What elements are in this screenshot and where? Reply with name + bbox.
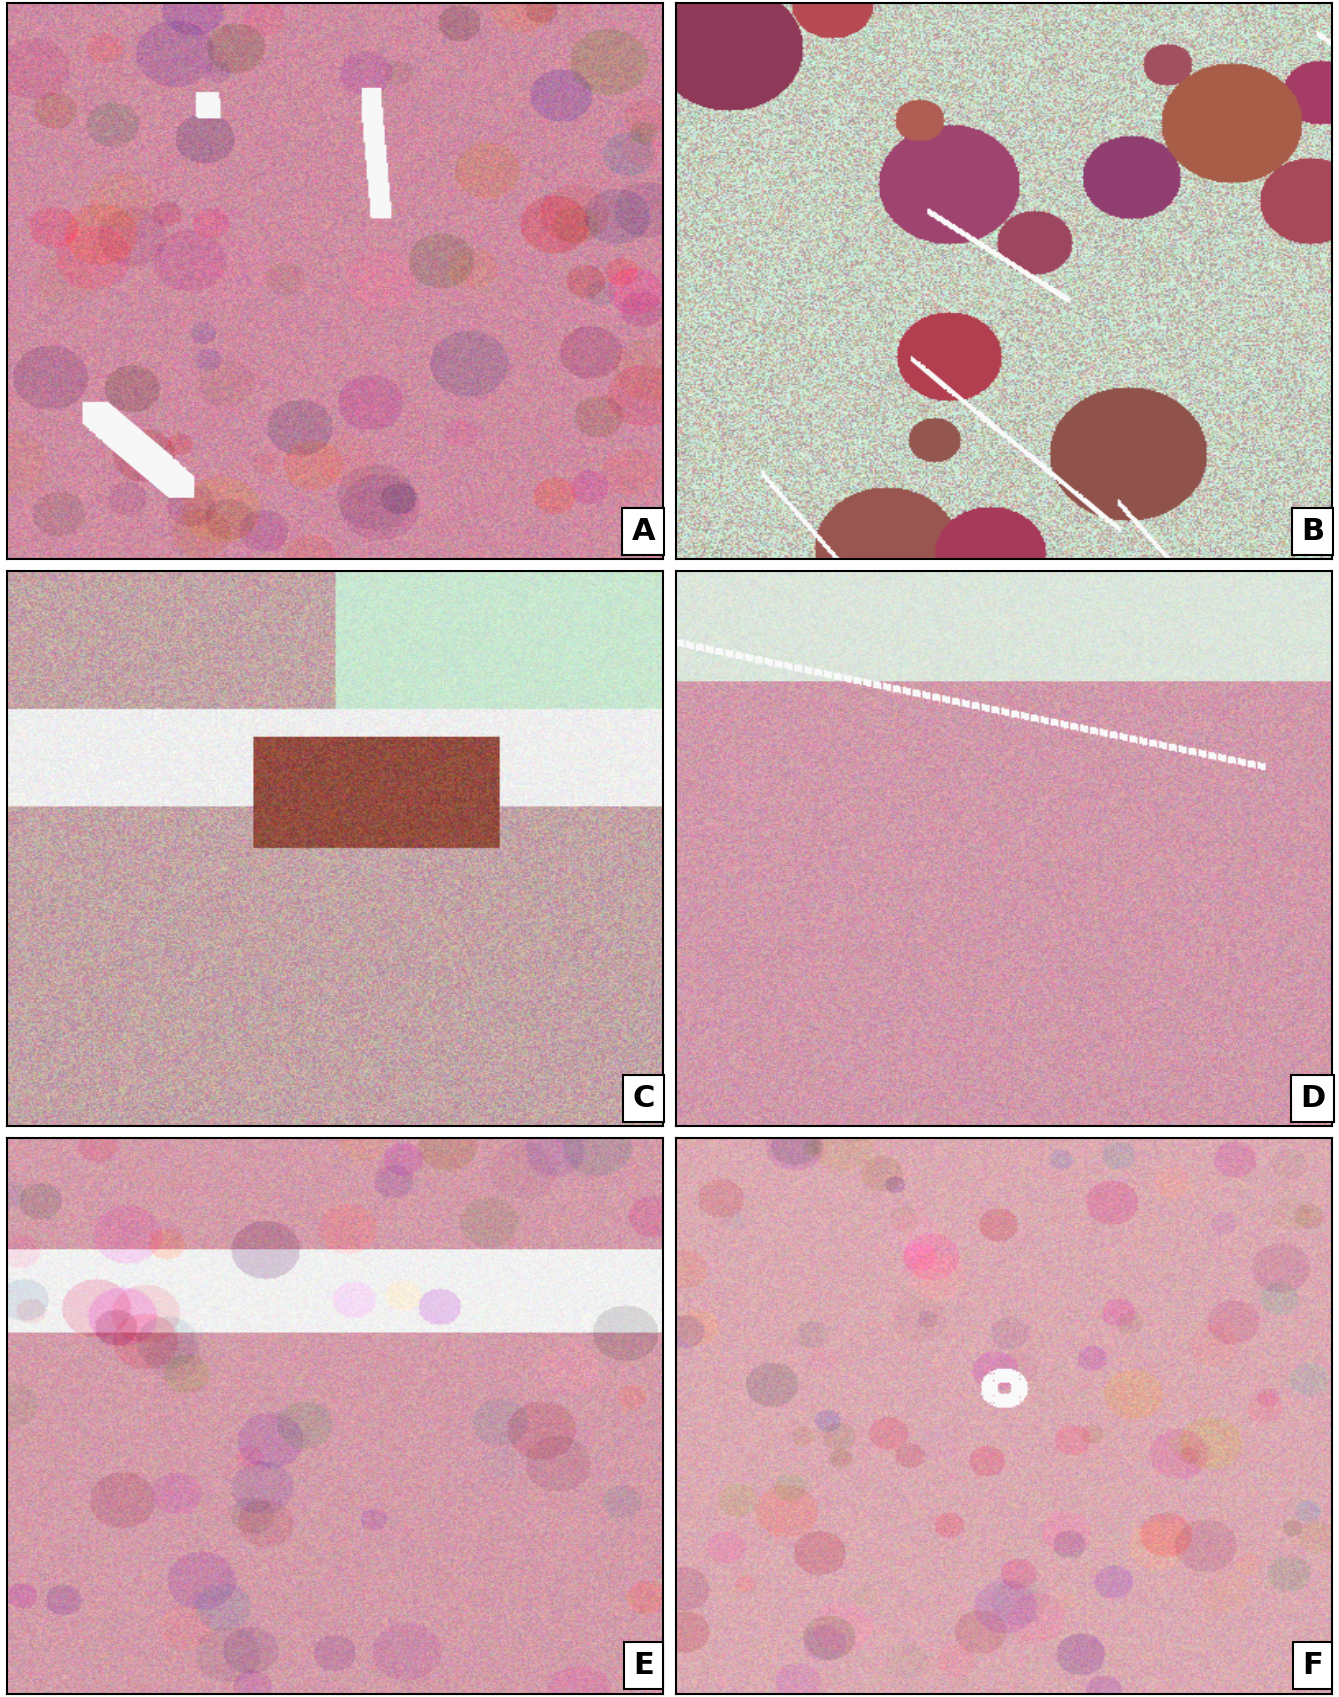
Text: C: C bbox=[632, 1084, 655, 1113]
Text: D: D bbox=[1300, 1084, 1326, 1113]
Text: E: E bbox=[633, 1651, 653, 1680]
Text: B: B bbox=[1302, 518, 1324, 546]
Text: A: A bbox=[632, 518, 655, 546]
Text: F: F bbox=[1303, 1651, 1323, 1680]
